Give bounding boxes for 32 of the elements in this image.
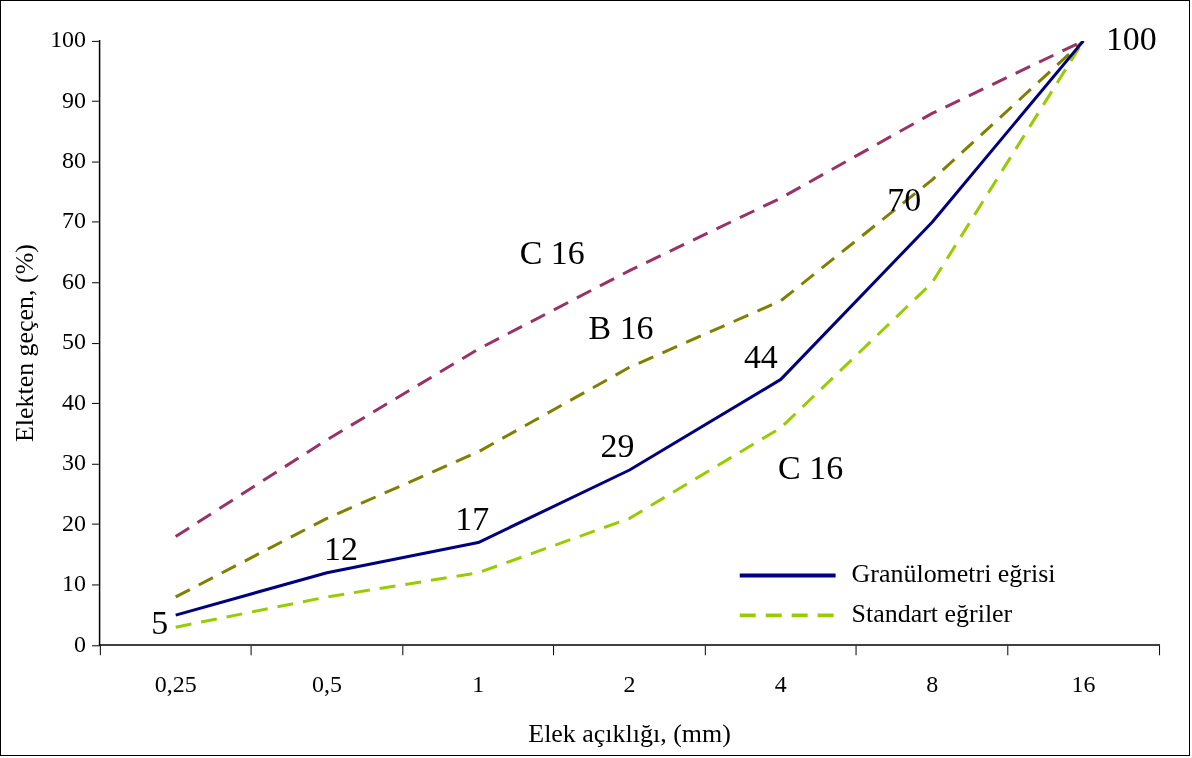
y-tick-label: 60 [62,267,87,294]
data-label: 12 [323,529,358,567]
data-label: 70 [887,181,922,219]
annotation: C 16 [519,234,585,272]
data-label: 44 [743,338,778,376]
y-tick-label: 50 [62,328,87,355]
annotation: B 16 [588,309,654,347]
x-tick-label: 8 [926,670,939,697]
data-label: 17 [455,499,490,537]
y-tick-label: 10 [62,570,87,597]
y-tick-label: 40 [62,388,87,415]
x-axis-title: Elek açıklığı, (mm) [528,719,731,749]
y-tick-label: 20 [62,509,87,536]
y-tick-label: 70 [62,207,87,234]
y-axis-title: Elekten geçen, (%) [10,244,40,443]
x-tick-label: 16 [1071,670,1096,697]
y-tick-label: 30 [62,449,87,476]
data-label: 29 [600,426,635,464]
x-tick-label: 2 [623,670,636,697]
y-tick-label: 100 [50,26,87,53]
y-tick-label: 90 [62,86,87,113]
x-tick-label: 4 [774,670,787,697]
data-label: 5 [151,603,169,641]
y-tick-label: 80 [62,147,87,174]
annotation: C 16 [778,448,844,486]
x-tick-label: 0,5 [312,670,342,697]
legend-label: Standart eğriler [851,599,1013,629]
x-tick-label: 0,25 [154,670,197,697]
y-tick-label: 0 [74,630,87,657]
legend-label: Granülometri eğrisi [851,559,1056,589]
x-tick-label: 1 [472,670,485,697]
data-label: 100 [1105,19,1157,57]
